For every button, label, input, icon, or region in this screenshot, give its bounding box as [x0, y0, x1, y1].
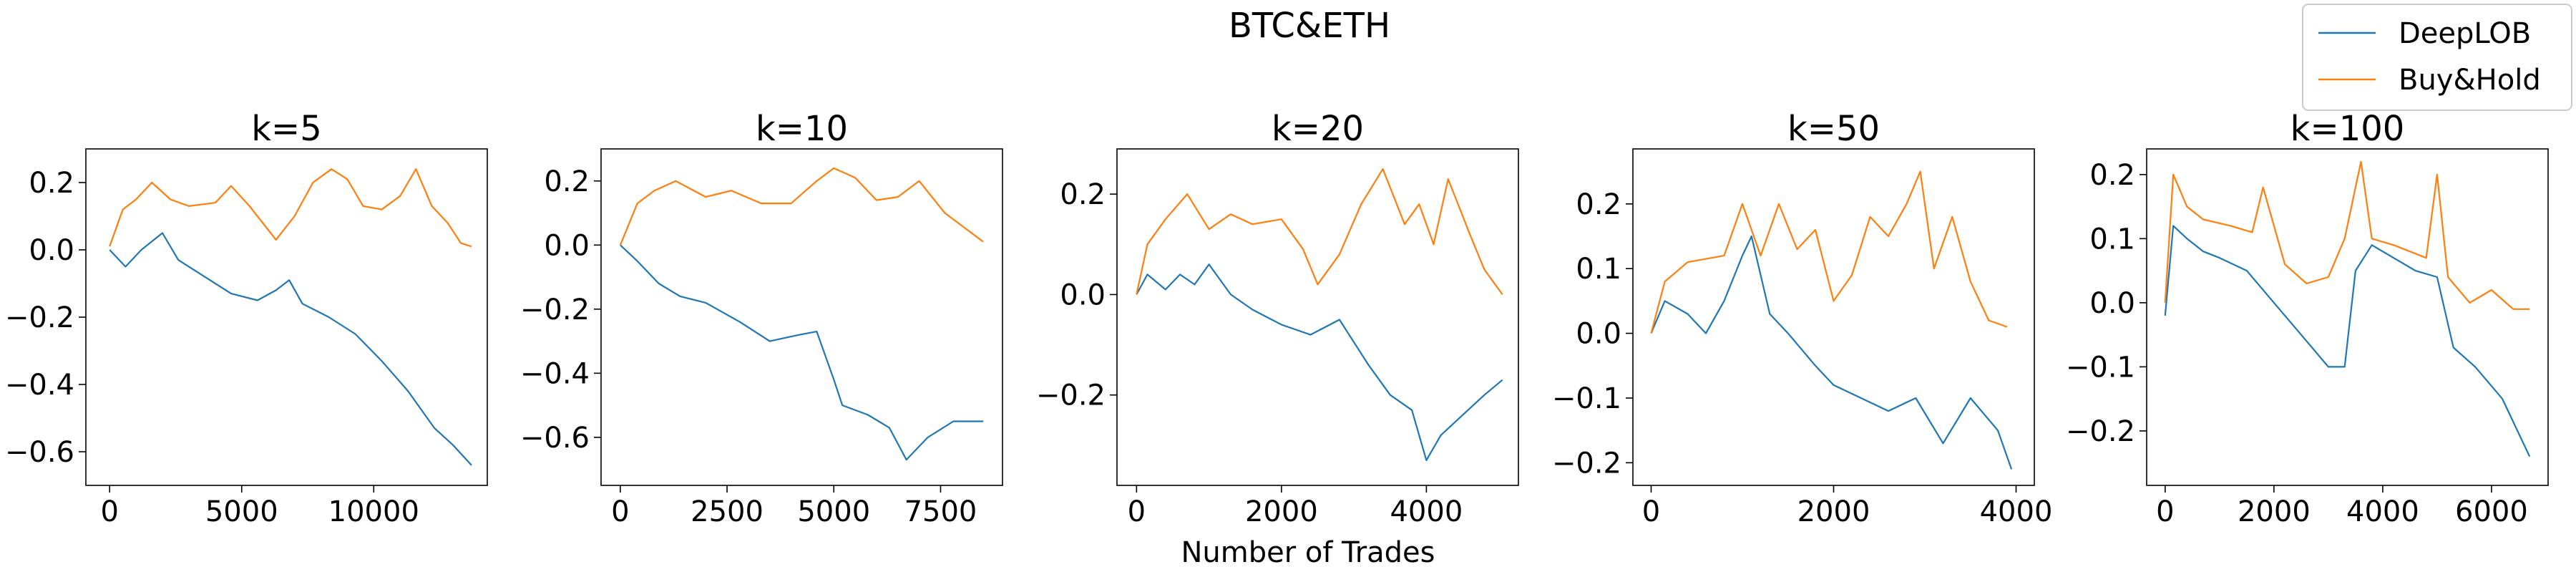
series-line-deeplob: [2164, 225, 2531, 457]
legend-label: DeepLOB: [2399, 17, 2531, 50]
series-line-deeplob: [1650, 235, 2013, 470]
y-tick-label: 0.2: [544, 165, 590, 198]
x-tick-label: 0: [1642, 495, 1660, 528]
y-tick-label: −0.1: [1552, 382, 1621, 415]
series-line-buy-hold: [619, 167, 984, 246]
plot-area: [2146, 148, 2549, 486]
y-tick-label: 0.0: [1576, 318, 1621, 351]
series-line-buy-hold: [2164, 160, 2530, 310]
y-tick-label: −0.2: [1552, 447, 1621, 480]
subplot-title: k=100: [2290, 109, 2405, 149]
x-tick-label: 4000: [2346, 495, 2419, 528]
legend-frame: [2302, 4, 2572, 111]
y-tick-label: 0.2: [2089, 159, 2135, 192]
x-tick-label: 2000: [1797, 495, 1870, 528]
x-tick-label: 0: [1128, 495, 1146, 528]
series-line-buy-hold: [109, 168, 472, 248]
y-tick-label: 0.2: [1060, 178, 1106, 211]
x-tick-label: 4000: [1980, 495, 2053, 528]
x-tick-label: 4000: [1390, 495, 1463, 528]
plot-area: [85, 148, 488, 486]
x-tick-label: 2000: [1245, 495, 1318, 528]
y-tick-label: 0.1: [2089, 223, 2135, 256]
series-line-buy-hold: [1650, 170, 2008, 334]
series-line-deeplob: [620, 244, 984, 461]
subplot-title: k=50: [1787, 109, 1880, 149]
plot-area: [1116, 148, 1519, 486]
x-tick-label: 0: [100, 495, 118, 528]
legend: DeepLOB Buy&Hold: [2302, 4, 2572, 111]
x-tick-label: 0: [2156, 495, 2174, 528]
y-tick-label: −0.1: [2066, 351, 2135, 384]
y-tick-label: −0.6: [520, 422, 590, 455]
x-tick-label: 0: [611, 495, 629, 528]
x-tick-label: 2000: [2238, 495, 2311, 528]
x-tick-label: 5000: [205, 495, 278, 528]
plot-area: [1632, 148, 2035, 486]
y-tick-label: −0.2: [2066, 415, 2135, 448]
subplot-1: k=10 0 2500 5000 7500 −0.6 −0.4 −0.2 0.0 0.2: [520, 109, 1003, 528]
y-tick-label: 0.2: [1576, 188, 1621, 221]
legend-label: Buy&Hold: [2399, 64, 2541, 97]
x-tick-label: 10000: [328, 495, 419, 528]
x-tick-label: 7500: [904, 495, 977, 528]
series-line-buy-hold: [1136, 168, 1503, 296]
plot-area: [600, 148, 1003, 486]
subplot-3: k=50 0 2000 4000 −0.2 −0.1 0.0 0.1 0.2: [1552, 109, 2053, 528]
subplot-grid: k=50 5000 10000−0.6−0.4−0.20.00.2k=100 2500…: [5, 109, 2549, 528]
series-line-deeplob: [1136, 263, 1503, 462]
subplot-0: k=5 0 5000 10000 −0.6 −0.4 −0.2 0.0 0.2: [5, 109, 488, 528]
x-tick-label: 2500: [691, 495, 763, 528]
subplot-title: k=20: [1272, 109, 1364, 149]
series-line-deeplob: [109, 232, 472, 466]
y-tick-label: −0.2: [520, 294, 590, 326]
y-tick-label: −0.6: [5, 436, 74, 469]
y-tick-label: −0.2: [5, 301, 74, 334]
y-tick-label: 0.0: [29, 234, 74, 267]
y-tick-label: 0.0: [2089, 287, 2135, 320]
y-tick-label: −0.4: [5, 369, 74, 402]
subplot-title: k=10: [756, 109, 848, 149]
y-tick-label: 0.0: [544, 229, 590, 262]
subplot-4: k=100 0 2000 4000 6000 −0.2 −0.1 0.0 0.1 0.2: [2066, 109, 2549, 528]
y-tick-label: 0.1: [1576, 253, 1621, 286]
y-tick-label: −0.4: [520, 357, 590, 390]
y-tick-label: 0.0: [1060, 278, 1106, 311]
subplot-2: k=20 0 2000 4000 −0.2 0.0 0.2: [1036, 109, 1519, 528]
figure-title: BTC&ETH: [1229, 6, 1390, 46]
x-tick-label: 5000: [797, 495, 870, 528]
y-tick-label: −0.2: [1036, 379, 1106, 412]
x-tick-label: 6000: [2455, 495, 2528, 528]
x-axis-label: Number of Trades: [1181, 536, 1435, 567]
subplot-title: k=5: [251, 109, 322, 149]
y-tick-label: 0.2: [29, 167, 74, 200]
